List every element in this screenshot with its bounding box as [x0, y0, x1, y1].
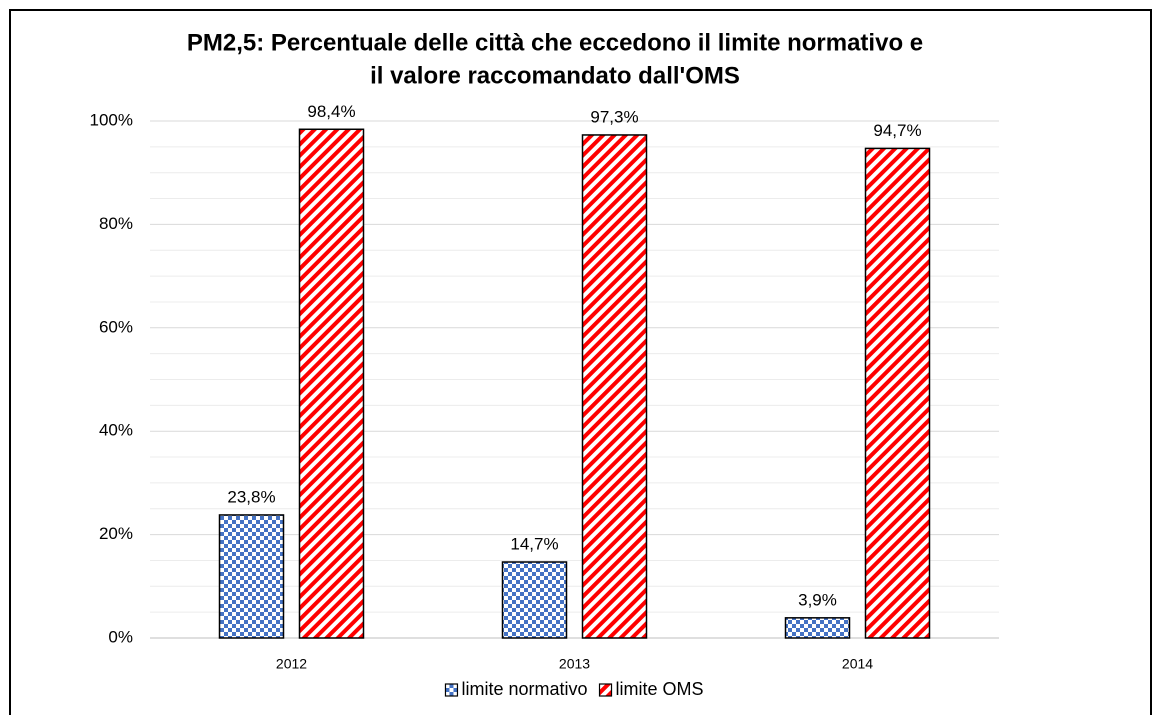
- legend-swatch: [444, 683, 459, 697]
- value-label: 14,7%: [510, 534, 558, 553]
- x-tick-label: 2012: [276, 656, 307, 672]
- value-label: 97,3%: [590, 107, 638, 126]
- bar: [864, 147, 931, 639]
- bar: [501, 561, 568, 639]
- frame: [9, 9, 1152, 715]
- y-tick-label: 80%: [99, 214, 133, 233]
- legend-item: limite OMS: [598, 679, 704, 699]
- y-tick-label: 0%: [108, 627, 133, 646]
- value-label: 23,8%: [227, 487, 275, 506]
- legend-label: limite normativo: [461, 679, 587, 699]
- chart-title: PM2,5: Percentuale delle città che ecced…: [187, 29, 923, 56]
- legend-label: limite OMS: [616, 679, 704, 699]
- y-tick-label: 20%: [99, 524, 133, 543]
- value-label: 94,7%: [873, 121, 921, 140]
- legend-swatch: [598, 683, 613, 697]
- bar: [298, 128, 365, 639]
- y-tick-label: 40%: [99, 421, 133, 440]
- bar: [218, 514, 285, 639]
- value-label: 98,4%: [307, 102, 355, 121]
- bar: [581, 134, 648, 639]
- bar: [784, 617, 851, 639]
- y-tick-label: 60%: [99, 317, 133, 336]
- x-tick-label: 2014: [842, 656, 873, 672]
- x-tick-label: 2013: [559, 656, 590, 672]
- y-tick-label: 100%: [90, 110, 133, 129]
- value-label: 3,9%: [798, 590, 837, 609]
- legend-item: limite normativo: [444, 679, 588, 699]
- chart-title: il valore raccomandato dall'OMS: [370, 62, 740, 89]
